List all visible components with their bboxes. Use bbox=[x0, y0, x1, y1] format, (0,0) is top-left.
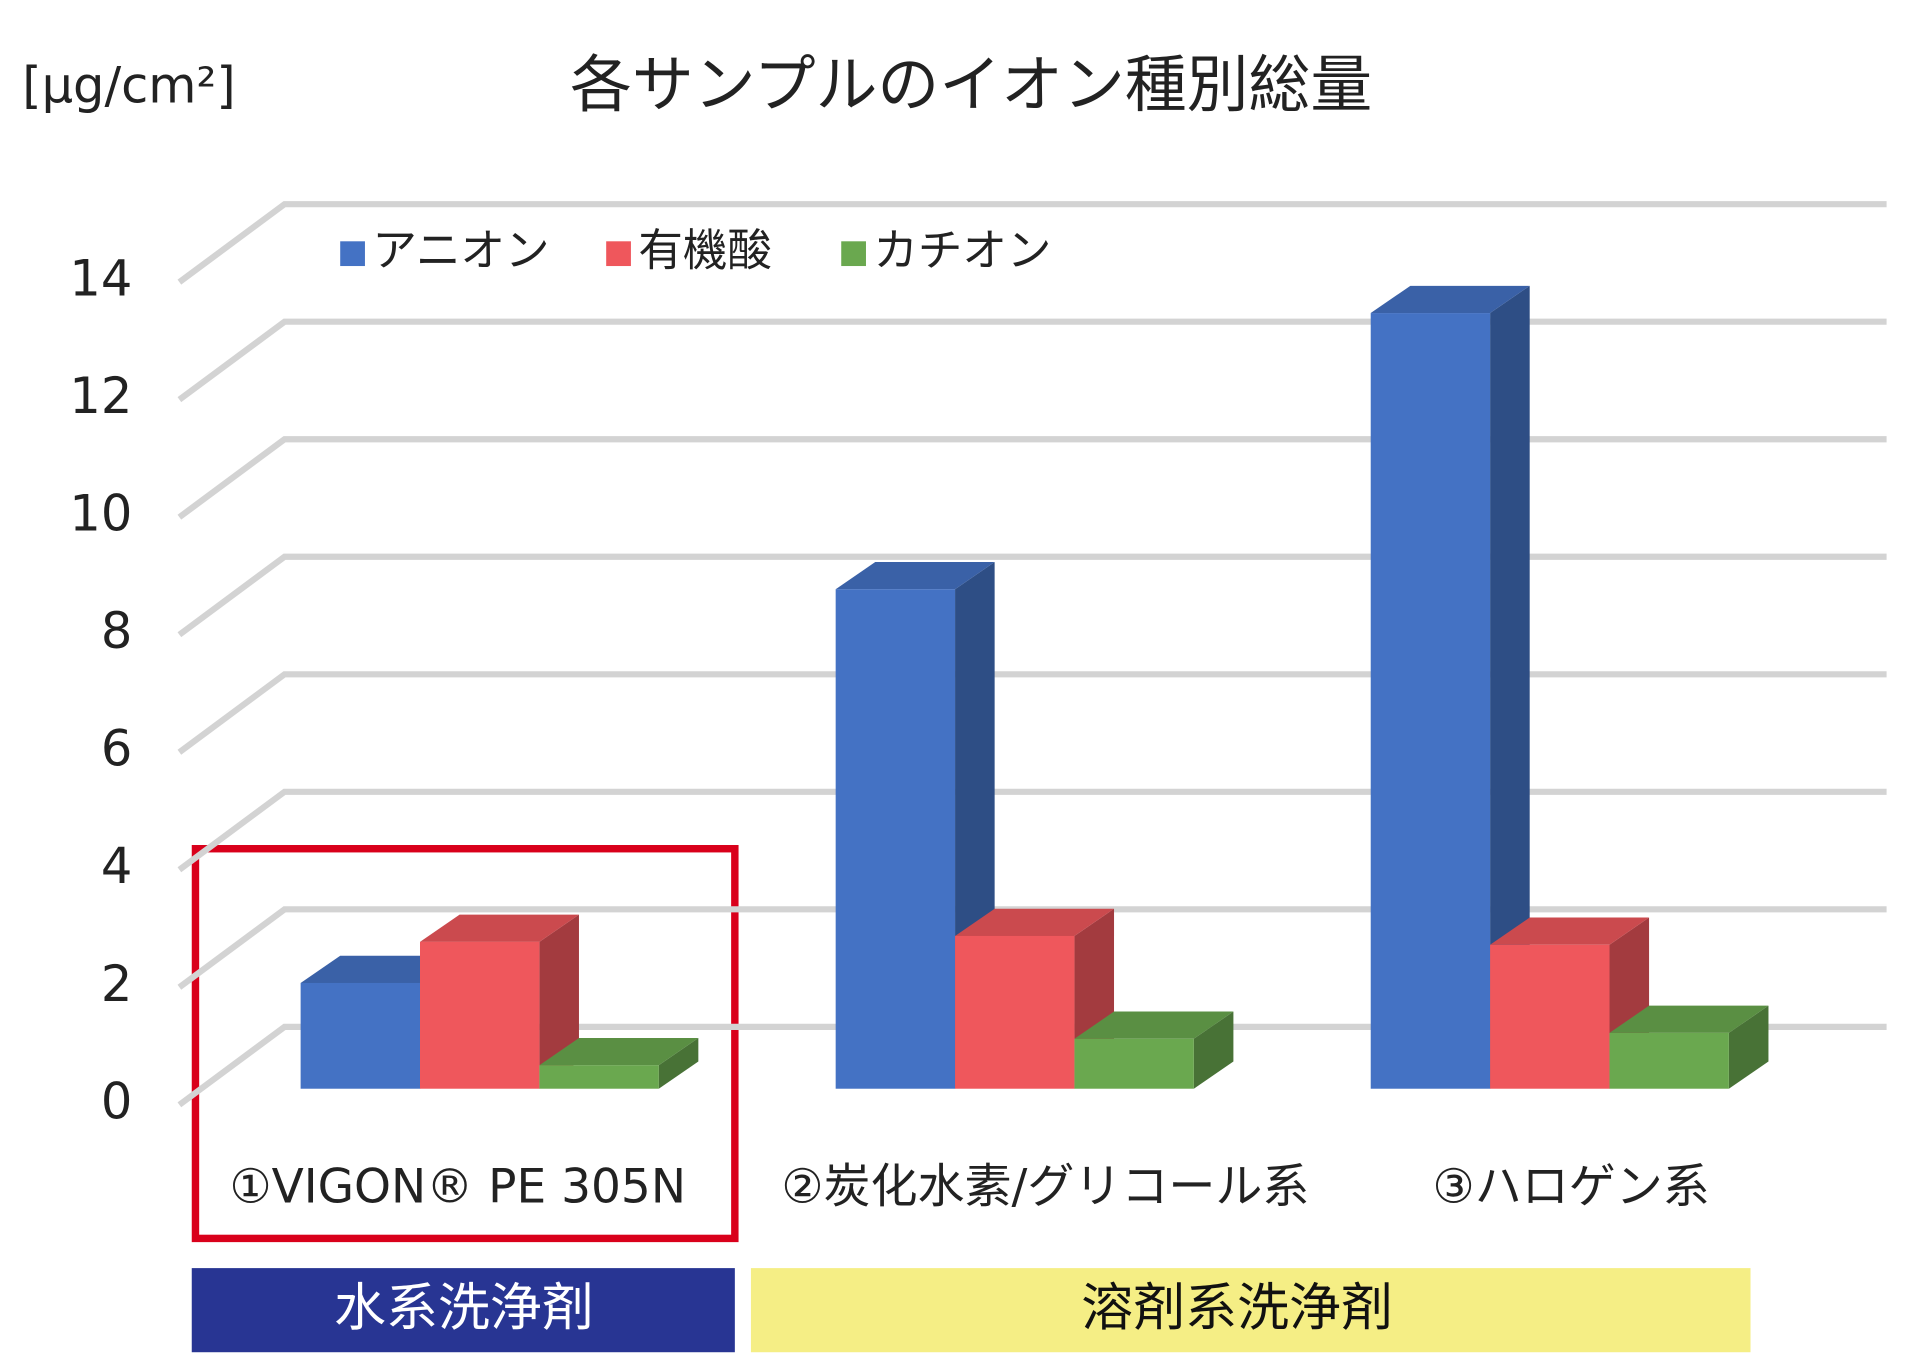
bar-top bbox=[1490, 917, 1650, 945]
legend-swatch bbox=[841, 241, 866, 267]
bar-side bbox=[1193, 1011, 1234, 1089]
bar-front bbox=[1609, 1032, 1729, 1089]
y-tick-label: 2 bbox=[101, 955, 132, 1013]
bar-top bbox=[420, 914, 579, 942]
y-tick-label: 6 bbox=[101, 720, 132, 778]
bar-front bbox=[1490, 944, 1610, 1089]
legend-label: アニオン bbox=[372, 225, 549, 277]
y-tick-label: 8 bbox=[101, 602, 132, 660]
y-tick-label: 0 bbox=[101, 1072, 132, 1130]
bar bbox=[1370, 285, 1530, 1089]
bar bbox=[1074, 1011, 1234, 1089]
group-box bbox=[750, 1268, 1751, 1353]
bar-top bbox=[300, 955, 460, 983]
bar-top bbox=[955, 908, 1115, 936]
bar-front bbox=[1074, 1038, 1194, 1089]
bar bbox=[539, 1038, 699, 1089]
grid-line bbox=[177, 671, 1887, 755]
grid-line bbox=[177, 318, 1887, 403]
bar-front bbox=[300, 982, 420, 1089]
x-tick-label: ②炭化水素/グリコール系 bbox=[781, 1160, 1309, 1215]
bar-front bbox=[539, 1065, 659, 1089]
bar-top bbox=[1609, 1005, 1769, 1033]
bar-top bbox=[1370, 285, 1530, 314]
group-label: 水系洗浄剤 bbox=[334, 1278, 594, 1338]
bar-top bbox=[1074, 1011, 1234, 1039]
grid-line bbox=[177, 1023, 1887, 1108]
bar bbox=[955, 908, 1115, 1089]
bar-front bbox=[835, 589, 956, 1089]
legend-swatch bbox=[606, 241, 631, 267]
highlight-box bbox=[191, 845, 739, 1243]
bar-side bbox=[1728, 1005, 1769, 1089]
grid-line bbox=[177, 553, 1887, 638]
x-tick-label: ①VIGON® PE 305N bbox=[229, 1160, 686, 1215]
legend-label: 有機酸 bbox=[638, 225, 772, 277]
y-tick-label: 12 bbox=[69, 367, 132, 425]
bar-front bbox=[1370, 313, 1491, 1089]
chart-title: 各サンプルのイオン種別総量 bbox=[570, 49, 1372, 121]
grid bbox=[177, 201, 1887, 1108]
bar-front bbox=[955, 935, 1075, 1089]
group-label: 溶剤系洗浄剤 bbox=[1081, 1278, 1393, 1338]
grid-line bbox=[177, 436, 1887, 520]
grid-line bbox=[177, 201, 1887, 285]
legend-swatch bbox=[340, 241, 365, 267]
bar-side bbox=[658, 1038, 699, 1089]
group-box bbox=[191, 1268, 735, 1353]
bar-top bbox=[835, 562, 995, 590]
y-tick-label: 14 bbox=[69, 250, 132, 308]
y-tick-label: 4 bbox=[101, 837, 132, 895]
bar-top bbox=[539, 1038, 699, 1066]
x-tick-label: ③ハロゲン系 bbox=[1433, 1160, 1710, 1215]
bar-side bbox=[1490, 285, 1530, 1089]
bar-front bbox=[420, 941, 540, 1089]
y-tick-label: 10 bbox=[69, 485, 132, 543]
grid-line bbox=[177, 906, 1887, 990]
legend-label: カチオン bbox=[873, 225, 1051, 277]
y-axis-unit: [μg/cm²] bbox=[22, 57, 235, 115]
bar bbox=[1609, 1005, 1769, 1089]
grid-line bbox=[177, 788, 1887, 873]
